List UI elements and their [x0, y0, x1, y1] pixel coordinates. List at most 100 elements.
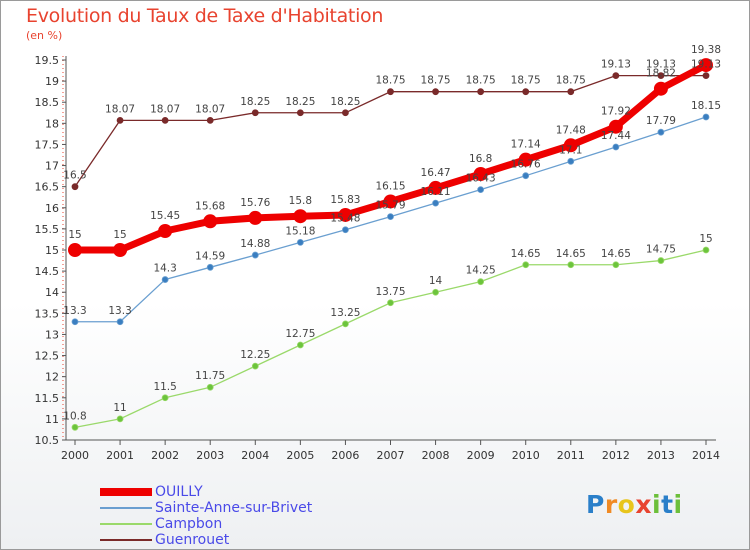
data-point-ouilly	[699, 58, 713, 73]
data-point-campbon	[432, 288, 439, 296]
data-point-ouilly	[68, 243, 82, 257]
data-point-guenrouet	[116, 116, 124, 124]
data-point-campbon	[71, 423, 79, 431]
logo-letter: P	[586, 490, 605, 519]
data-label-guenrouet: 18.75	[375, 75, 405, 87]
data-point-campbon	[206, 383, 214, 391]
data-point-guenrouet	[702, 72, 710, 80]
data-point-ouilly	[203, 214, 218, 229]
data-point-sainte-anne-sur-brivet	[251, 251, 259, 259]
data-label-ouilly: 17.14	[511, 139, 541, 151]
data-point-sainte-anne-sur-brivet	[657, 128, 665, 136]
data-point-sainte-anne-sur-brivet	[567, 157, 575, 165]
data-point-ouilly	[473, 167, 488, 181]
data-point-ouilly	[338, 207, 353, 222]
data-point-sainte-anne-sur-brivet	[296, 238, 304, 246]
series-layer	[68, 58, 713, 431]
data-label-campbon: 14.65	[511, 248, 541, 260]
y-tick-label: 13.5	[35, 307, 60, 320]
chart-title: Evolution du Taux de Taxe d'Habitation	[26, 5, 384, 27]
y-tick-label: 17.5	[35, 138, 60, 151]
data-point-campbon	[251, 362, 259, 370]
y-tick-label: 16.5	[35, 181, 60, 194]
data-point-ouilly	[158, 224, 173, 238]
data-label-guenrouet: 18.75	[556, 75, 586, 87]
data-point-guenrouet	[71, 183, 79, 191]
data-label-ouilly: 15.45	[150, 210, 180, 222]
data-point-guenrouet	[206, 116, 214, 124]
data-point-campbon	[387, 299, 394, 307]
data-label-sainte-anne-sur-brivet: 17.79	[646, 115, 676, 127]
data-label-campbon: 14	[429, 275, 443, 287]
x-tick-label: 2009	[467, 449, 495, 462]
data-point-ouilly	[248, 210, 263, 225]
logo-letter: x	[635, 490, 652, 519]
data-point-sainte-anne-sur-brivet	[342, 226, 349, 234]
data-label-ouilly: 15	[68, 229, 81, 241]
data-label-campbon: 10.8	[63, 410, 86, 422]
logo-letter: r	[604, 490, 618, 519]
y-tick-label: 18.5	[35, 96, 60, 109]
data-labels-layer: 16.5 18.07 18.07 18.07 18.25 18.25 18.25 18.75 1…	[63, 44, 721, 422]
data-label-guenrouet: 18.25	[240, 96, 270, 108]
data-label-ouilly: 16.47	[421, 167, 451, 179]
data-label-ouilly: 15.83	[330, 194, 360, 206]
x-tick-label: 2006	[331, 449, 359, 462]
x-tick-label: 2008	[422, 449, 450, 462]
x-tick-label: 2011	[557, 449, 585, 462]
data-label-sainte-anne-sur-brivet: 13.3	[63, 305, 86, 317]
data-point-guenrouet	[251, 109, 259, 117]
data-label-guenrouet: 18.07	[105, 103, 135, 115]
data-point-campbon	[702, 246, 710, 254]
data-label-campbon: 14.65	[556, 248, 586, 260]
data-point-ouilly	[383, 194, 398, 209]
y-tick-label: 17	[45, 160, 59, 173]
data-point-guenrouet	[342, 109, 349, 117]
data-label-campbon: 14.25	[466, 265, 496, 277]
data-label-sainte-anne-sur-brivet: 15.48	[330, 213, 360, 225]
data-label-guenrouet: 18.75	[421, 75, 451, 87]
data-point-ouilly	[428, 180, 443, 195]
data-point-sainte-anne-sur-brivet	[477, 186, 485, 194]
data-point-guenrouet	[567, 88, 575, 96]
axes: 10.5 11 11.5 12 12.5 13 13.5 14 14.5 15 15.5 16 16.5…	[35, 54, 721, 462]
data-point-campbon	[612, 261, 620, 269]
data-label-campbon: 13.75	[375, 286, 405, 298]
data-point-campbon	[296, 341, 304, 349]
data-point-sainte-anne-sur-brivet	[522, 172, 530, 180]
data-label-ouilly: 18.82	[646, 68, 676, 80]
data-label-guenrouet: 18.25	[330, 96, 360, 108]
data-label-guenrouet: 18.25	[285, 96, 315, 108]
logo-letter: t	[661, 490, 674, 519]
y-tick-label: 11.5	[35, 392, 60, 405]
data-label-campbon: 12.75	[285, 328, 315, 340]
data-point-sainte-anne-sur-brivet	[387, 213, 394, 221]
x-tick-label: 2000	[61, 449, 89, 462]
x-tick-label: 2007	[377, 449, 405, 462]
data-point-guenrouet	[522, 88, 530, 96]
data-point-campbon	[342, 320, 349, 328]
y-tick-label: 18	[45, 117, 59, 130]
x-tick-label: 2003	[196, 449, 224, 462]
x-tick-label: 2005	[286, 449, 314, 462]
data-point-campbon	[161, 394, 169, 402]
data-label-campbon: 12.25	[240, 349, 270, 361]
y-tick-label: 11	[45, 413, 59, 426]
data-label-sainte-anne-sur-brivet: 17.44	[601, 130, 631, 142]
data-point-guenrouet	[477, 88, 485, 96]
data-label-guenrouet: 19.13	[691, 59, 721, 71]
proxiti-logo: Proxiti	[586, 490, 683, 519]
data-point-campbon	[477, 278, 485, 286]
data-label-ouilly: 17.48	[556, 124, 586, 136]
series-line-campbon	[74, 249, 707, 428]
legend-swatch-sainte-anne	[100, 507, 152, 509]
data-label-sainte-anne-sur-brivet: 16.11	[421, 186, 451, 198]
data-label-sainte-anne-sur-brivet: 16.76	[511, 159, 541, 171]
legend-label-guenrouet: Guenrouet	[155, 532, 230, 548]
data-point-ouilly	[293, 209, 308, 224]
data-label-campbon: 11	[113, 402, 126, 414]
data-label-ouilly: 15.8	[289, 195, 312, 207]
legend-swatch-ouilly	[100, 488, 152, 496]
